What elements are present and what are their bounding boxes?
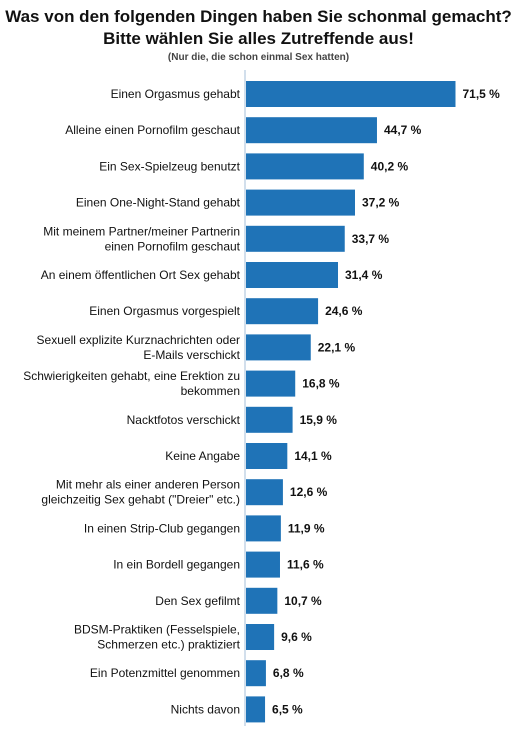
- bar: [246, 660, 266, 687]
- bar: [246, 587, 278, 614]
- bar-value-label: 11,9 %: [288, 521, 325, 535]
- bar: [246, 551, 280, 578]
- category-label: In einen Strip-Club gegangen: [84, 521, 240, 535]
- bar: [246, 479, 283, 506]
- bar-value-label: 9,6 %: [281, 630, 312, 644]
- bar: [246, 298, 319, 325]
- bar-value-label: 14,1 %: [294, 449, 332, 463]
- bar: [246, 515, 281, 542]
- bar-value-label: 6,8 %: [273, 666, 304, 680]
- category-label: Mit meinem Partner/meiner Partnerin: [43, 224, 240, 238]
- category-label: Alleine einen Pornofilm geschaut: [65, 123, 240, 137]
- bar-value-label: 6,5 %: [272, 702, 303, 716]
- chart-subtitle: (Nur die, die schon einmal Sex hatten): [167, 52, 350, 63]
- bar-value-label: 71,5 %: [462, 87, 500, 101]
- bar-value-label: 37,2 %: [362, 196, 400, 210]
- chart-title-line-1: Was von den folgenden Dingen haben Sie s…: [5, 7, 512, 26]
- category-label: Einen One-Night-Stand gehabt: [76, 196, 241, 210]
- bar-value-label: 31,4 %: [345, 268, 383, 282]
- bar-value-label: 10,7 %: [284, 594, 322, 608]
- category-label: Sexuell explizite Kurznachrichten oder: [37, 333, 240, 347]
- bar: [246, 117, 377, 144]
- bar-value-label: 44,7 %: [384, 123, 422, 137]
- bar-value-label: 11,6 %: [287, 558, 324, 572]
- category-label: Einen Orgasmus gehabt: [111, 87, 241, 101]
- category-label: Einen Orgasmus vorgespielt: [89, 304, 240, 318]
- bar: [246, 406, 293, 433]
- bar-value-label: 16,8 %: [302, 377, 340, 391]
- category-label: Den Sex gefilmt: [155, 594, 240, 608]
- bar-value-label: 15,9 %: [300, 413, 338, 427]
- bar: [246, 443, 288, 469]
- category-label: An einem öffentlichen Ort Sex gehabt: [41, 268, 241, 282]
- category-label: Nichts davon: [171, 702, 240, 716]
- bar-value-label: 22,1 %: [318, 340, 356, 354]
- category-label: BDSM-Praktiken (Fesselspiele,: [74, 623, 240, 637]
- category-label: einen Pornofilm geschaut: [105, 239, 241, 253]
- category-label: Keine Angabe: [165, 449, 240, 463]
- bar: [246, 696, 266, 723]
- bar-value-label: 24,6 %: [325, 304, 363, 318]
- category-label: Ein Potenzmittel genommen: [90, 666, 240, 680]
- bar: [246, 153, 364, 180]
- bar: [246, 370, 296, 397]
- bar-value-label: 33,7 %: [352, 232, 390, 246]
- bar: [246, 81, 456, 107]
- category-label: Nacktfotos verschickt: [127, 413, 241, 427]
- category-label: Schwierigkeiten gehabt, eine Erektion zu: [23, 369, 240, 383]
- bar: [246, 624, 275, 650]
- category-label: E-Mails verschickt: [143, 348, 240, 362]
- bar-value-label: 40,2 %: [371, 159, 409, 173]
- category-label: Ein Sex-Spielzeug benutzt: [99, 159, 240, 173]
- chart-title-line-2: Bitte wählen Sie alles Zutreffende aus!: [103, 29, 414, 48]
- bar: [246, 189, 355, 216]
- category-label: In ein Bordell gegangen: [113, 558, 240, 572]
- bar: [246, 334, 311, 361]
- category-label: bekommen: [181, 384, 240, 398]
- category-label: Mit mehr als einer anderen Person: [56, 478, 240, 492]
- chart-header: Was von den folgenden Dingen haben Sie s…: [0, 6, 517, 65]
- bar: [246, 262, 339, 288]
- bar-value-label: 12,6 %: [290, 485, 328, 499]
- category-label: Schmerzen etc.) praktiziert: [97, 638, 240, 652]
- category-label: gleichzeitig Sex gehabt ("Dreier" etc.): [41, 493, 240, 507]
- bar: [246, 225, 345, 252]
